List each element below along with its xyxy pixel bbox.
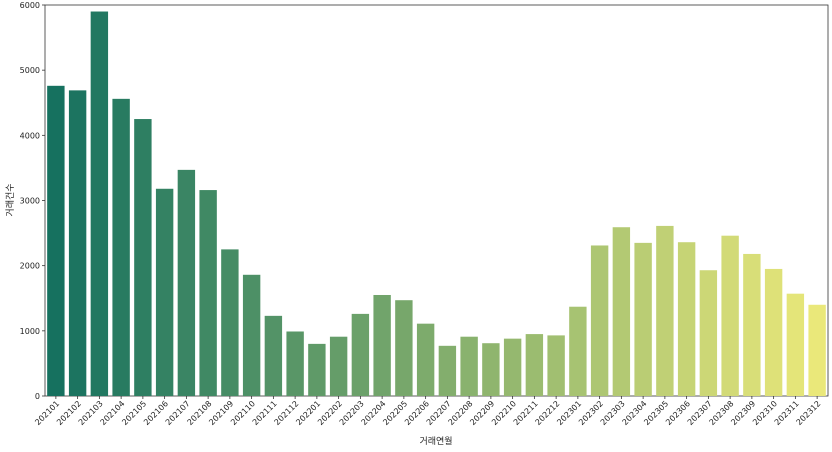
- bar-202104: [112, 98, 130, 396]
- bar-202106: [155, 188, 174, 396]
- bar-202307: [699, 270, 718, 396]
- bar-202111: [264, 315, 283, 396]
- bar-202310: [764, 268, 783, 396]
- bar-202309: [743, 253, 761, 396]
- bar-202108: [199, 190, 217, 396]
- bar-202305: [656, 225, 674, 396]
- bar-202303: [612, 227, 631, 396]
- bar-202109: [221, 249, 239, 397]
- bar-202101: [47, 85, 65, 396]
- bar-202107: [177, 169, 196, 396]
- y-tick-labels: 0 1000 2000 3000 4000 5000 6000: [20, 1, 45, 401]
- bar-202302: [590, 245, 609, 396]
- bar-202103: [90, 11, 109, 397]
- y-tick-label: 2000: [20, 262, 40, 271]
- bar-202207: [438, 345, 457, 396]
- bar-202212: [547, 335, 565, 396]
- bar-202308: [721, 235, 739, 396]
- y-tick-label: 6000: [20, 1, 40, 10]
- bar-202201: [308, 343, 326, 396]
- bar-202105: [134, 119, 152, 396]
- y-tick-label: 5000: [20, 66, 40, 75]
- x-tick-labels: 2021012021022021032021042021052021062021…: [33, 396, 823, 427]
- y-tick-label: 4000: [20, 131, 40, 140]
- bar-202210: [503, 338, 522, 396]
- bar-202112: [286, 331, 304, 396]
- x-axis-label: 거래연월: [419, 435, 452, 447]
- bar-202205: [395, 300, 413, 396]
- bar-202311: [786, 293, 805, 396]
- bar-202110: [242, 274, 261, 396]
- bar-202209: [482, 343, 500, 396]
- bars-group: [47, 11, 826, 397]
- bar-202204: [373, 294, 391, 396]
- bar-202304: [634, 242, 652, 396]
- bar-202306: [677, 242, 696, 396]
- x-tick-label: 202312: [795, 399, 823, 427]
- bar-202206: [416, 323, 435, 396]
- bar-202102: [68, 90, 87, 397]
- bar-202312: [808, 304, 826, 396]
- bar-202203: [351, 313, 370, 396]
- bar-202202: [329, 336, 348, 396]
- y-axis-label: 거래건수: [5, 183, 16, 216]
- bar-202301: [569, 306, 587, 396]
- bar-202208: [460, 336, 478, 396]
- y-tick-label: 0: [35, 392, 40, 401]
- bar-202211: [525, 334, 544, 396]
- y-tick-label: 3000: [20, 197, 40, 206]
- y-tick-label: 1000: [20, 327, 40, 336]
